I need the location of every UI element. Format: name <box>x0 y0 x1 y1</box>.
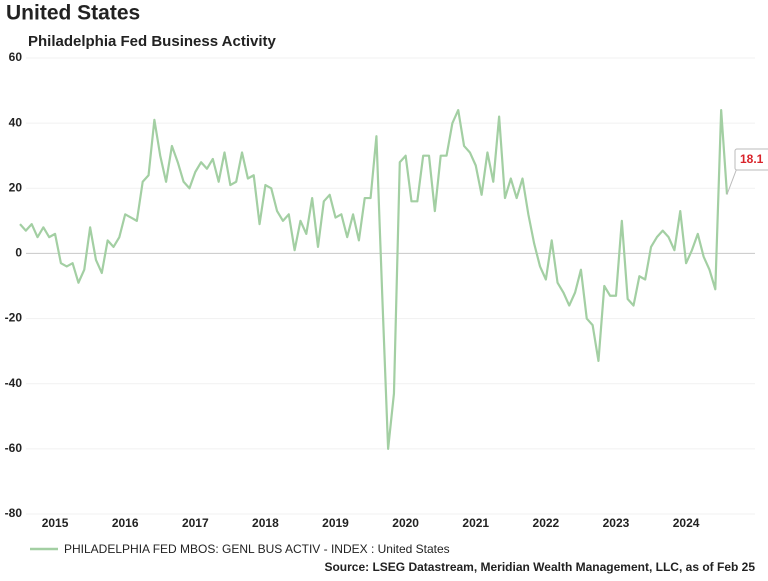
x-tick-label: 2024 <box>673 516 700 530</box>
x-tick-label: 2017 <box>182 516 209 530</box>
x-tick-label: 2021 <box>462 516 489 530</box>
y-tick-label: 20 <box>9 180 23 194</box>
y-tick-label: 40 <box>9 115 23 129</box>
y-tick-label: -40 <box>5 376 23 390</box>
x-tick-label: 2016 <box>112 516 139 530</box>
y-tick-label: -80 <box>5 506 23 520</box>
chart-subtitle: Philadelphia Fed Business Activity <box>28 33 277 50</box>
value-label: 18.1 <box>740 152 764 166</box>
callout-line <box>726 167 738 195</box>
source-note: Source: LSEG Datastream, Meridian Wealth… <box>324 560 755 574</box>
x-tick-label: 2015 <box>42 516 69 530</box>
series-line <box>19 109 729 450</box>
callout-box <box>734 148 768 171</box>
legend-label: PHILADELPHIA FED MBOS: GENL BUS ACTIV - … <box>64 542 450 556</box>
x-tick-label: 2020 <box>392 516 419 530</box>
y-tick-label: -60 <box>5 441 23 455</box>
x-tick-label: 2019 <box>322 516 349 530</box>
y-tick-label: -20 <box>5 311 23 325</box>
x-tick-label: 2022 <box>533 516 560 530</box>
x-tick-label: 2023 <box>603 516 630 530</box>
x-tick-label: 2018 <box>252 516 279 530</box>
y-tick-label: 0 <box>15 246 22 260</box>
chart-title: United States <box>6 2 140 25</box>
y-tick-label: 60 <box>9 50 23 64</box>
